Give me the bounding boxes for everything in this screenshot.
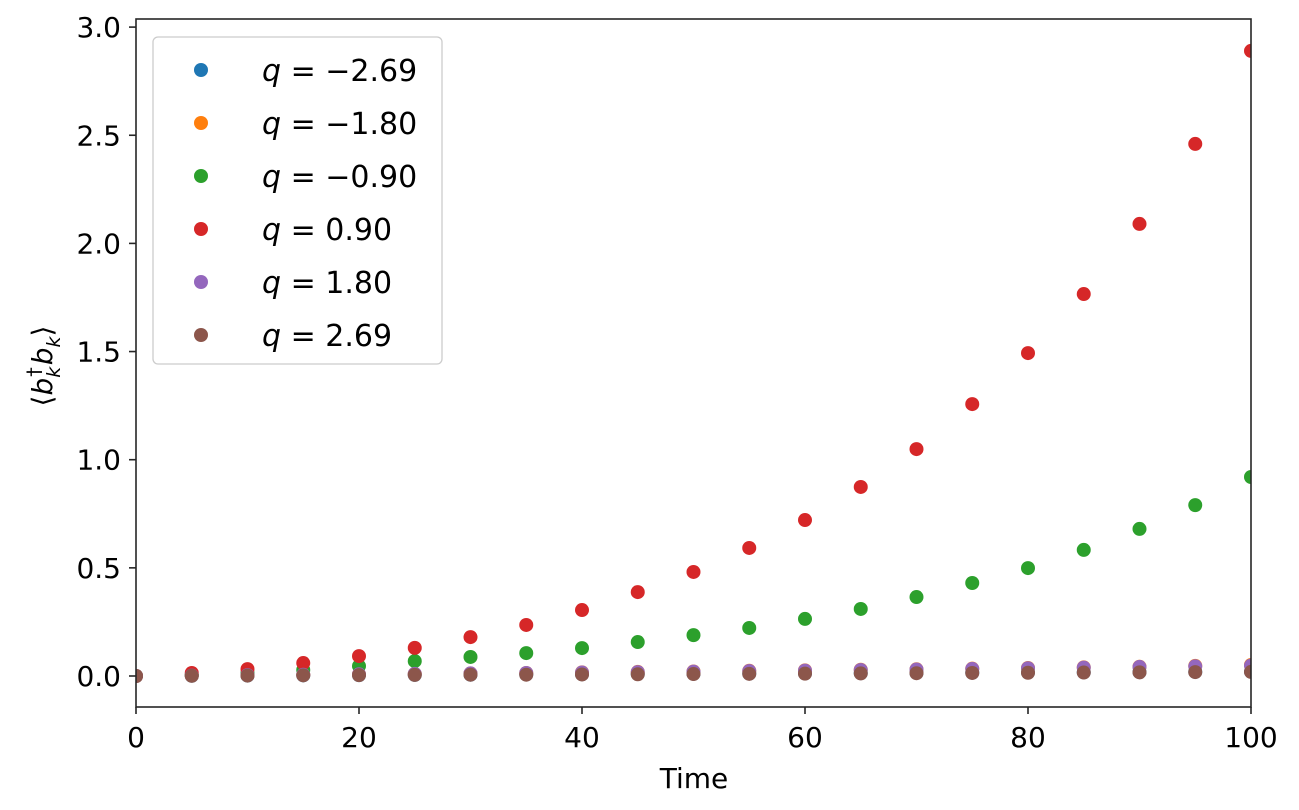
legend-label: q = 1.80 xyxy=(262,266,392,301)
legend-marker-icon xyxy=(194,116,208,130)
series-3 xyxy=(136,43,1251,683)
data-point xyxy=(965,575,980,590)
data-point xyxy=(965,397,980,412)
legend-item: q = 2.69 xyxy=(194,319,392,354)
y-tick-label: 3.0 xyxy=(76,11,121,44)
data-point xyxy=(575,667,589,682)
data-point xyxy=(352,649,366,664)
data-point xyxy=(463,649,478,664)
data-point xyxy=(686,667,701,682)
x-axis-label: Time xyxy=(659,762,729,795)
data-point xyxy=(1188,136,1203,151)
legend-item: q = 0.90 xyxy=(194,213,392,248)
y-axis-label: ⟨bk†bk⟩ xyxy=(23,326,65,407)
data-point xyxy=(742,540,757,555)
data-point xyxy=(742,666,757,681)
data-point xyxy=(1244,43,1251,58)
data-point xyxy=(1076,665,1091,680)
data-point xyxy=(184,668,199,683)
legend-label: q = −0.90 xyxy=(262,160,417,195)
x-tick-label: 0 xyxy=(127,721,145,754)
data-point xyxy=(909,442,924,457)
data-point xyxy=(575,603,589,618)
data-point xyxy=(407,654,422,669)
legend-frame xyxy=(152,36,443,365)
data-point xyxy=(853,601,868,616)
x-tick-label: 20 xyxy=(341,721,377,754)
legend-label: q = 2.69 xyxy=(262,319,392,354)
legend-item: q = 1.80 xyxy=(194,266,392,301)
data-point xyxy=(296,656,311,671)
data-point xyxy=(1021,561,1035,576)
data-point xyxy=(1188,665,1203,680)
series-5 xyxy=(136,664,1251,683)
plot-area-frame xyxy=(135,18,1252,708)
data-point xyxy=(136,669,143,683)
data-point xyxy=(742,620,757,635)
y-tick-label: 1.0 xyxy=(76,444,121,477)
x-tick-label: 100 xyxy=(1224,721,1277,754)
y-tick-label: 2.5 xyxy=(76,119,121,152)
y-tick-label: 0.5 xyxy=(76,552,121,585)
data-points xyxy=(136,43,1251,683)
data-point xyxy=(909,666,924,681)
data-point xyxy=(1076,287,1091,302)
data-point xyxy=(798,666,812,681)
data-point xyxy=(296,668,311,683)
legend-label: q = −2.69 xyxy=(262,54,417,89)
y-tick-label: 2.0 xyxy=(76,227,121,260)
x-tick-label: 40 xyxy=(564,721,600,754)
svg-text:⟨bk†bk⟩: ⟨bk†bk⟩ xyxy=(23,326,65,407)
y-tick-label: 1.5 xyxy=(76,336,121,369)
data-point xyxy=(1076,542,1091,557)
data-point xyxy=(575,641,589,656)
data-point xyxy=(240,668,255,683)
legend-item: q = −0.90 xyxy=(194,160,417,195)
data-point xyxy=(630,635,645,650)
data-point xyxy=(853,666,868,681)
data-point xyxy=(407,667,422,682)
legend-item: q = −1.80 xyxy=(194,107,417,142)
data-point xyxy=(1132,665,1147,680)
y-tick-label: 0.0 xyxy=(76,660,121,693)
data-point xyxy=(630,667,645,682)
legend-marker-icon xyxy=(194,222,208,236)
data-point xyxy=(407,640,422,655)
data-point xyxy=(519,617,534,632)
legend-marker-icon xyxy=(194,328,208,342)
x-axis: 0 20 40 60 80 100 xyxy=(127,707,1278,754)
data-point xyxy=(853,479,868,494)
data-point xyxy=(1188,498,1203,513)
legend-label: q = 0.90 xyxy=(262,213,392,248)
legend-item: q = −2.69 xyxy=(194,54,417,89)
data-point xyxy=(798,611,812,626)
legend-marker-icon xyxy=(194,275,208,289)
data-point xyxy=(686,628,701,643)
legend-label: q = −1.80 xyxy=(262,107,417,142)
data-point xyxy=(909,590,924,605)
y-axis: 0.0 0.5 1.0 1.5 2.0 2.5 3.0 xyxy=(76,11,136,693)
data-point xyxy=(1021,346,1035,361)
data-point xyxy=(1132,216,1147,231)
data-point xyxy=(519,646,534,661)
data-point xyxy=(1244,664,1251,679)
data-point xyxy=(686,564,701,579)
x-tick-label: 60 xyxy=(787,721,823,754)
data-point xyxy=(630,585,645,600)
legend: q = −2.69 q = −1.80 q = −0.90 q = 0.90 q = 1… xyxy=(152,36,443,365)
data-point xyxy=(463,630,478,645)
data-point xyxy=(1244,470,1251,485)
data-point xyxy=(352,668,366,683)
data-point xyxy=(1132,521,1147,536)
data-point xyxy=(965,665,980,680)
data-point xyxy=(463,667,478,682)
legend-marker-icon xyxy=(194,169,208,183)
data-point xyxy=(519,667,534,682)
data-point xyxy=(1021,665,1035,680)
legend-marker-icon xyxy=(194,63,208,77)
x-tick-label: 80 xyxy=(1010,721,1046,754)
data-point xyxy=(798,513,812,528)
